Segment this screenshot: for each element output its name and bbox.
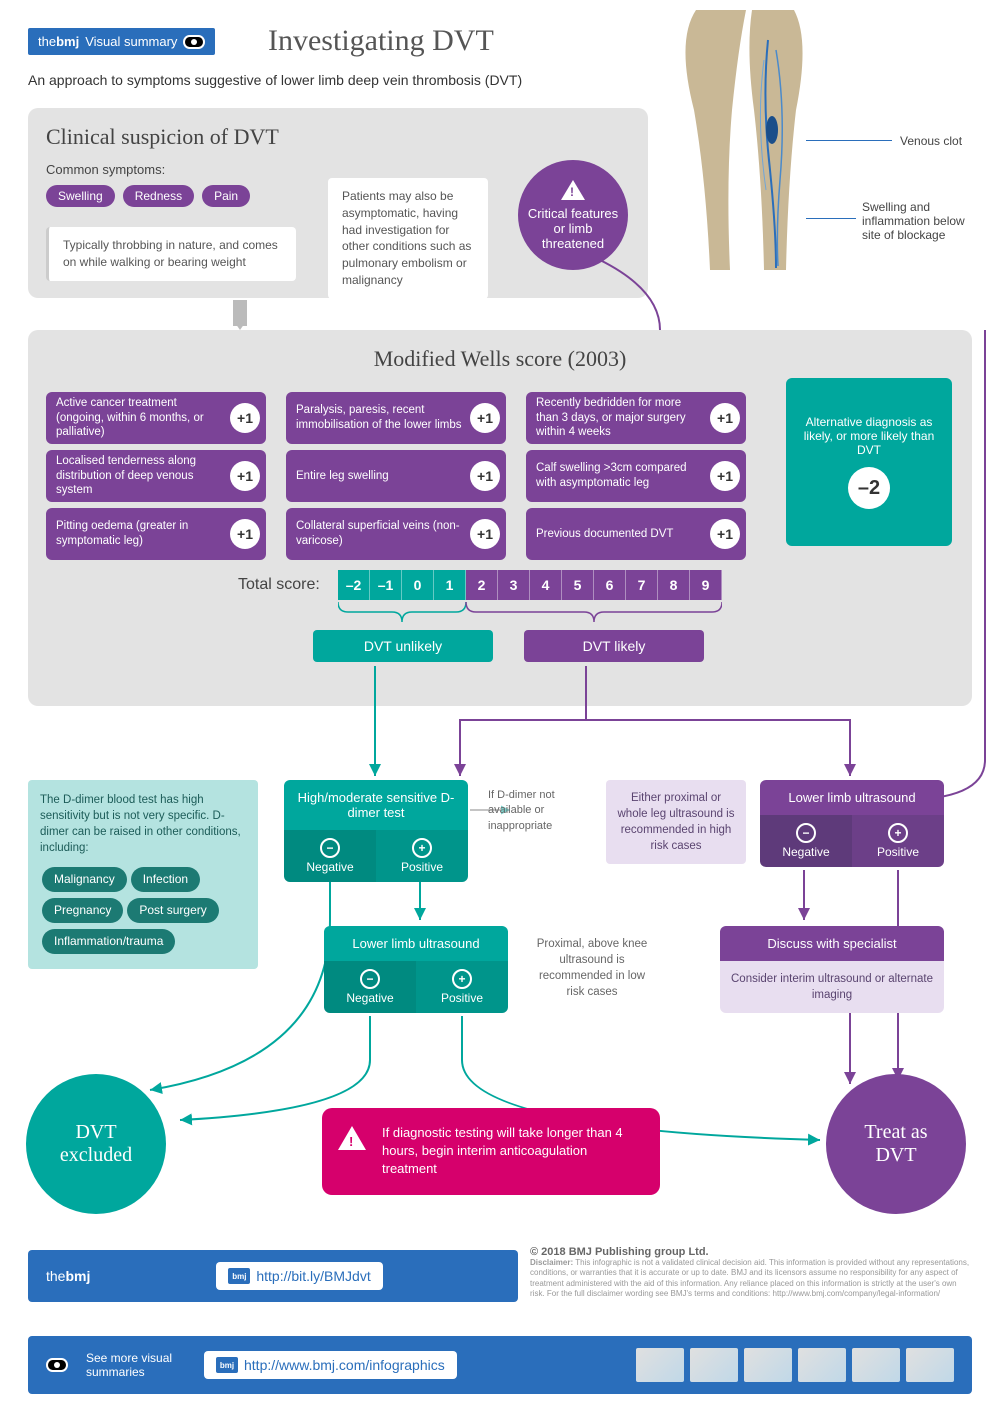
ddimer-condition-pill: Post surgery: [127, 898, 218, 923]
copyright: © 2018 BMJ Publishing group Ltd.: [530, 1246, 970, 1258]
symptom-pill: Redness: [123, 185, 194, 207]
dvt-excluded: DVT excluded: [26, 1074, 166, 1214]
minus-icon: −: [360, 969, 380, 989]
symptom-pill: Swelling: [46, 185, 115, 207]
ddimer-unavailable-note: If D-dimer not available or inappropriat…: [480, 780, 590, 842]
leg-label-swelling: Swelling and inflammation below site of …: [862, 200, 972, 242]
score-badge: +1: [470, 403, 500, 433]
score-cell: –2: [338, 570, 370, 600]
leg-illustration: [676, 10, 836, 290]
score-badge: +1: [710, 403, 740, 433]
anticoag-warning: If diagnostic testing will take longer t…: [322, 1108, 660, 1195]
wells-card: Entire leg swelling+1: [286, 450, 506, 502]
score-cell: 0: [402, 570, 434, 600]
disclaimer: Disclaimer: This infographic is not a va…: [530, 1258, 970, 1300]
warning-icon: [561, 180, 585, 200]
wells-card: Collateral superficial veins (non-varico…: [286, 508, 506, 560]
score-badge: +1: [470, 461, 500, 491]
score-cell: 9: [690, 570, 722, 600]
score-badge: +1: [230, 403, 260, 433]
dvt-unlikely: DVT unlikely: [313, 630, 493, 662]
symptom-note: Typically throbbing in nature, and comes…: [46, 227, 296, 281]
treat-as-dvt: Treat as DVT: [826, 1074, 966, 1214]
article-link[interactable]: bmjhttp://bit.ly/BMJdvt: [216, 1262, 382, 1290]
suspicion-panel: Clinical suspicion of DVT Common symptom…: [28, 108, 648, 298]
wells-heading: Modified Wells score (2003): [46, 346, 954, 372]
plus-icon: +: [888, 823, 908, 843]
score-row: –2–10123456789: [338, 570, 722, 600]
wells-panel: Modified Wells score (2003) Active cance…: [28, 330, 972, 706]
score-badge: +1: [470, 519, 500, 549]
score-badge: +1: [710, 461, 740, 491]
score-cell: –1: [370, 570, 402, 600]
wells-alt-score: –2: [848, 467, 890, 509]
us-left: Lower limb ultrasound −Negative +Positiv…: [324, 926, 508, 1013]
minus-icon: −: [320, 838, 340, 858]
thumbnail: [636, 1348, 684, 1382]
wells-card: Paralysis, paresis, recent immobilisatio…: [286, 392, 506, 444]
plus-icon: +: [452, 969, 472, 989]
score-cell: 2: [466, 570, 498, 600]
wells-card: Calf swelling >3cm compared with asympto…: [526, 450, 746, 502]
minus-icon: −: [796, 823, 816, 843]
score-cell: 3: [498, 570, 530, 600]
us-right: Lower limb ultrasound −Negative +Positiv…: [760, 780, 944, 867]
ddimer-test: High/moderate sensitive D-dimer test −Ne…: [284, 780, 468, 882]
score-cell: 4: [530, 570, 562, 600]
us-highrisk-note: Either proximal or whole leg ultrasound …: [606, 780, 746, 864]
score-badge: +1: [710, 519, 740, 549]
dvt-likely: DVT likely: [524, 630, 704, 662]
page-subtitle: An approach to symptoms suggestive of lo…: [28, 72, 522, 88]
wells-card: Localised tenderness along distribution …: [46, 450, 266, 502]
wells-card: Active cancer treatment (ongoing, within…: [46, 392, 266, 444]
thumbnail: [690, 1348, 738, 1382]
score-badge: +1: [230, 519, 260, 549]
infographics-link[interactable]: bmjhttp://www.bmj.com/infographics: [204, 1351, 457, 1379]
eye-icon: [46, 1358, 68, 1372]
ddimer-condition-pill: Inflammation/trauma: [42, 929, 175, 954]
specialist-box: Discuss with specialist Consider interim…: [720, 926, 944, 1013]
footer-infographics: See more visual summaries bmjhttp://www.…: [28, 1336, 972, 1394]
wells-card: Pitting oedema (greater in symptomatic l…: [46, 508, 266, 560]
thumbnail: [852, 1348, 900, 1382]
bmj-badge: thebmj Visual summary: [28, 28, 215, 55]
leg-label-clot: Venous clot: [900, 134, 962, 148]
ddimer-info: The D-dimer blood test has high sensitiv…: [28, 780, 258, 969]
wells-card: Previous documented DVT+1: [526, 508, 746, 560]
thumbnail: [744, 1348, 792, 1382]
suspicion-heading: Clinical suspicion of DVT: [46, 124, 630, 150]
warning-icon: [338, 1126, 366, 1150]
symptom-pill: Pain: [202, 185, 250, 207]
ddimer-condition-pill: Pregnancy: [42, 898, 123, 923]
ddimer-condition-pill: Malignancy: [42, 867, 127, 892]
score-cell: 5: [562, 570, 594, 600]
score-cell: 1: [434, 570, 466, 600]
us-lowrisk-note: Proximal, above knee ultrasound is recom…: [522, 926, 662, 1010]
page-title: Investigating DVT: [268, 24, 494, 58]
total-score-label: Total score:: [238, 576, 320, 594]
eye-icon: [183, 35, 205, 49]
score-cell: 7: [626, 570, 658, 600]
critical-circle: Critical features or limb threatened: [518, 160, 628, 270]
thumbnail: [798, 1348, 846, 1382]
thumbnail: [906, 1348, 954, 1382]
footer-article: thebmj bmjhttp://bit.ly/BMJdvt: [28, 1250, 518, 1302]
plus-icon: +: [412, 838, 432, 858]
score-cell: 6: [594, 570, 626, 600]
asymptomatic-note: Patients may also be asymptomatic, havin…: [328, 178, 488, 299]
wells-card: Recently bedridden for more than 3 days,…: [526, 392, 746, 444]
ddimer-condition-pill: Infection: [131, 867, 200, 892]
wells-alt-card: Alternative diagnosis as likely, or more…: [786, 378, 952, 546]
score-badge: +1: [230, 461, 260, 491]
score-cell: 8: [658, 570, 690, 600]
